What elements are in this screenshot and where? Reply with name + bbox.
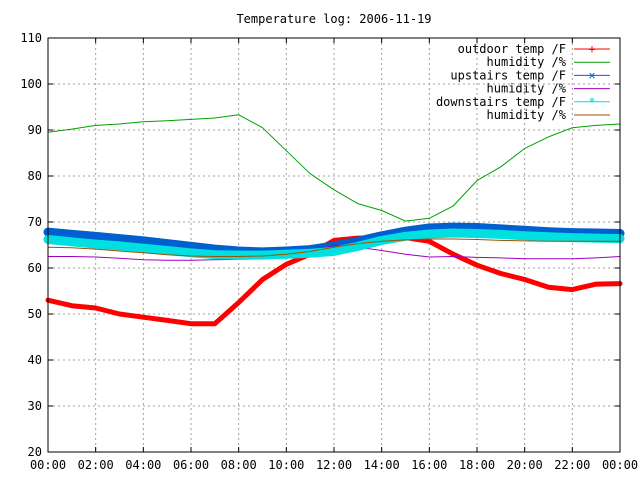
series-line-2 [43, 222, 625, 257]
y-tick-label: 100 [20, 77, 42, 91]
x-tick-label: 16:00 [411, 458, 447, 472]
x-tick-label: 08:00 [221, 458, 257, 472]
x-tick-label: 18:00 [459, 458, 495, 472]
x-tick-label: 22:00 [554, 458, 590, 472]
series-line-5 [47, 238, 621, 257]
series-layer [43, 114, 625, 327]
legend-label: upstairs temp /F [450, 68, 566, 82]
chart-title: Temperature log: 2006-11-19 [236, 12, 431, 26]
legend-label: humidity /% [487, 108, 567, 122]
grid [48, 38, 620, 452]
legend-label: humidity /% [487, 82, 567, 96]
x-tick-label: 12:00 [316, 458, 352, 472]
legend: outdoor temp /F +humidity /%upstairs temp… [436, 42, 610, 122]
x-tick-label: 14:00 [364, 458, 400, 472]
legend-marker-icon: * [588, 95, 595, 109]
x-tick-label: 10:00 [268, 458, 304, 472]
series-line-0 [45, 235, 623, 327]
x-tick-label: 06:00 [173, 458, 209, 472]
y-tick-label: 40 [28, 353, 42, 367]
y-tick-label: 30 [28, 399, 42, 413]
y-tick-label: 20 [28, 445, 42, 459]
y-tick-label: 80 [28, 169, 42, 183]
series-line-4 [43, 228, 625, 260]
series-line-1 [47, 114, 621, 222]
legend-marker-icon: × [588, 68, 595, 82]
x-tick-label: 04:00 [125, 458, 161, 472]
y-tick-label: 60 [28, 261, 42, 275]
y-tick-label: 50 [28, 307, 42, 321]
y-tick-label: 70 [28, 215, 42, 229]
axes: 20 30 40 50 60 70 80 90 100 110 00:00 02:00 04:00 06:… [20, 31, 638, 472]
series-line-3 [47, 244, 621, 261]
x-tick-label: 00:00 [602, 458, 638, 472]
legend-label: downstairs temp /F [436, 95, 566, 109]
legend-marker-icon: + [588, 42, 595, 56]
x-tick-label: 00:00 [30, 458, 66, 472]
legend-label: humidity /% [487, 55, 567, 69]
x-tick-label: 20:00 [507, 458, 543, 472]
y-tick-label: 90 [28, 123, 42, 137]
y-tick-label: 110 [20, 31, 42, 45]
legend-label: outdoor temp /F [458, 42, 566, 56]
x-tick-label: 02:00 [78, 458, 114, 472]
